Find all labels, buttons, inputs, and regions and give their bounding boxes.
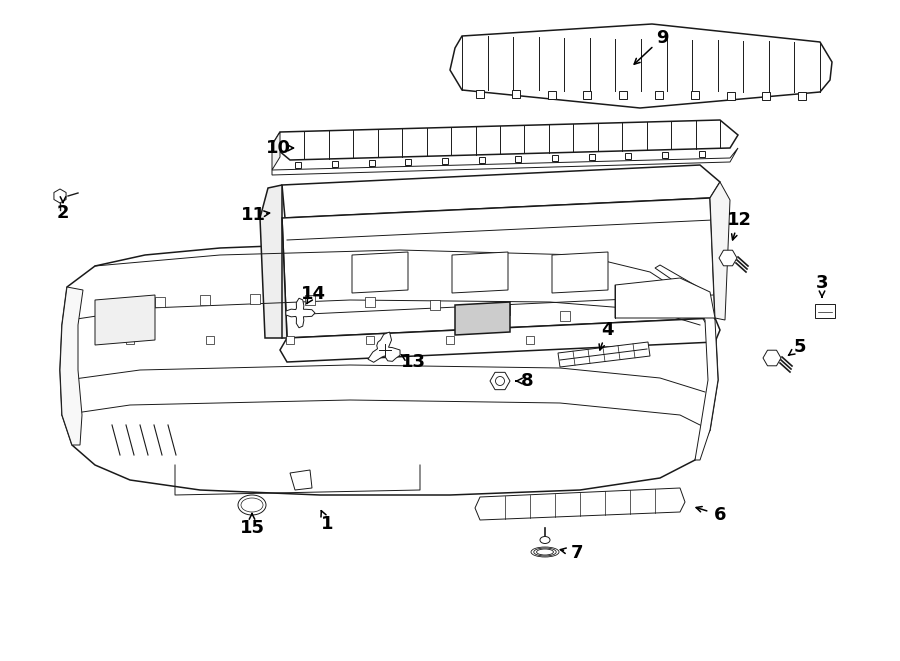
Text: 15: 15 (239, 519, 265, 537)
Text: 13: 13 (400, 353, 426, 371)
Polygon shape (726, 91, 734, 100)
Polygon shape (126, 336, 134, 344)
Ellipse shape (238, 495, 266, 515)
Polygon shape (405, 159, 411, 165)
Polygon shape (430, 300, 440, 310)
Polygon shape (282, 198, 715, 338)
Polygon shape (615, 278, 715, 318)
Polygon shape (547, 91, 555, 98)
Polygon shape (260, 185, 287, 338)
Polygon shape (552, 252, 608, 293)
Polygon shape (60, 287, 83, 445)
Polygon shape (560, 311, 570, 321)
Polygon shape (698, 151, 705, 157)
Polygon shape (366, 336, 374, 344)
Text: 7: 7 (571, 544, 583, 562)
Polygon shape (476, 90, 484, 98)
Polygon shape (60, 243, 718, 495)
Polygon shape (475, 488, 685, 520)
Text: 4: 4 (601, 321, 613, 339)
Polygon shape (662, 151, 668, 157)
Polygon shape (295, 161, 302, 167)
Polygon shape (710, 182, 730, 320)
Text: 10: 10 (266, 139, 291, 157)
Polygon shape (365, 297, 375, 307)
Polygon shape (446, 336, 454, 344)
Text: 8: 8 (521, 372, 534, 390)
Polygon shape (479, 157, 485, 163)
Polygon shape (282, 165, 720, 218)
Polygon shape (450, 24, 832, 108)
Polygon shape (815, 304, 835, 318)
Polygon shape (280, 318, 720, 362)
Polygon shape (455, 302, 510, 335)
Polygon shape (305, 295, 315, 305)
Polygon shape (442, 157, 448, 163)
Polygon shape (155, 297, 165, 307)
Polygon shape (272, 132, 280, 170)
Polygon shape (272, 148, 738, 175)
Text: 12: 12 (726, 211, 752, 229)
Polygon shape (332, 161, 338, 167)
Polygon shape (352, 252, 408, 293)
Polygon shape (500, 305, 510, 315)
Polygon shape (619, 91, 627, 99)
Polygon shape (516, 155, 521, 161)
Text: 11: 11 (240, 206, 266, 224)
Ellipse shape (540, 537, 550, 543)
Polygon shape (589, 153, 595, 159)
Polygon shape (583, 91, 591, 98)
Polygon shape (200, 295, 210, 305)
Polygon shape (368, 332, 400, 362)
Text: 9: 9 (656, 29, 668, 47)
Polygon shape (512, 91, 519, 98)
Polygon shape (762, 92, 770, 100)
Polygon shape (206, 336, 214, 344)
Text: 6: 6 (714, 506, 726, 524)
Polygon shape (526, 336, 534, 344)
Text: 3: 3 (815, 274, 828, 292)
Polygon shape (95, 295, 155, 345)
Polygon shape (250, 294, 260, 304)
Text: 5: 5 (794, 338, 806, 356)
Polygon shape (655, 265, 718, 460)
Polygon shape (655, 91, 663, 99)
Polygon shape (286, 336, 294, 344)
Polygon shape (290, 470, 312, 490)
Polygon shape (558, 342, 650, 367)
Polygon shape (452, 252, 508, 293)
Polygon shape (272, 120, 738, 160)
Text: 14: 14 (301, 285, 326, 303)
Polygon shape (369, 159, 374, 165)
Text: 1: 1 (320, 515, 333, 533)
Polygon shape (798, 92, 806, 100)
Text: 2: 2 (57, 204, 69, 222)
Polygon shape (286, 298, 315, 328)
Polygon shape (115, 300, 125, 310)
Polygon shape (626, 153, 631, 159)
Polygon shape (690, 91, 698, 99)
Polygon shape (552, 155, 558, 161)
